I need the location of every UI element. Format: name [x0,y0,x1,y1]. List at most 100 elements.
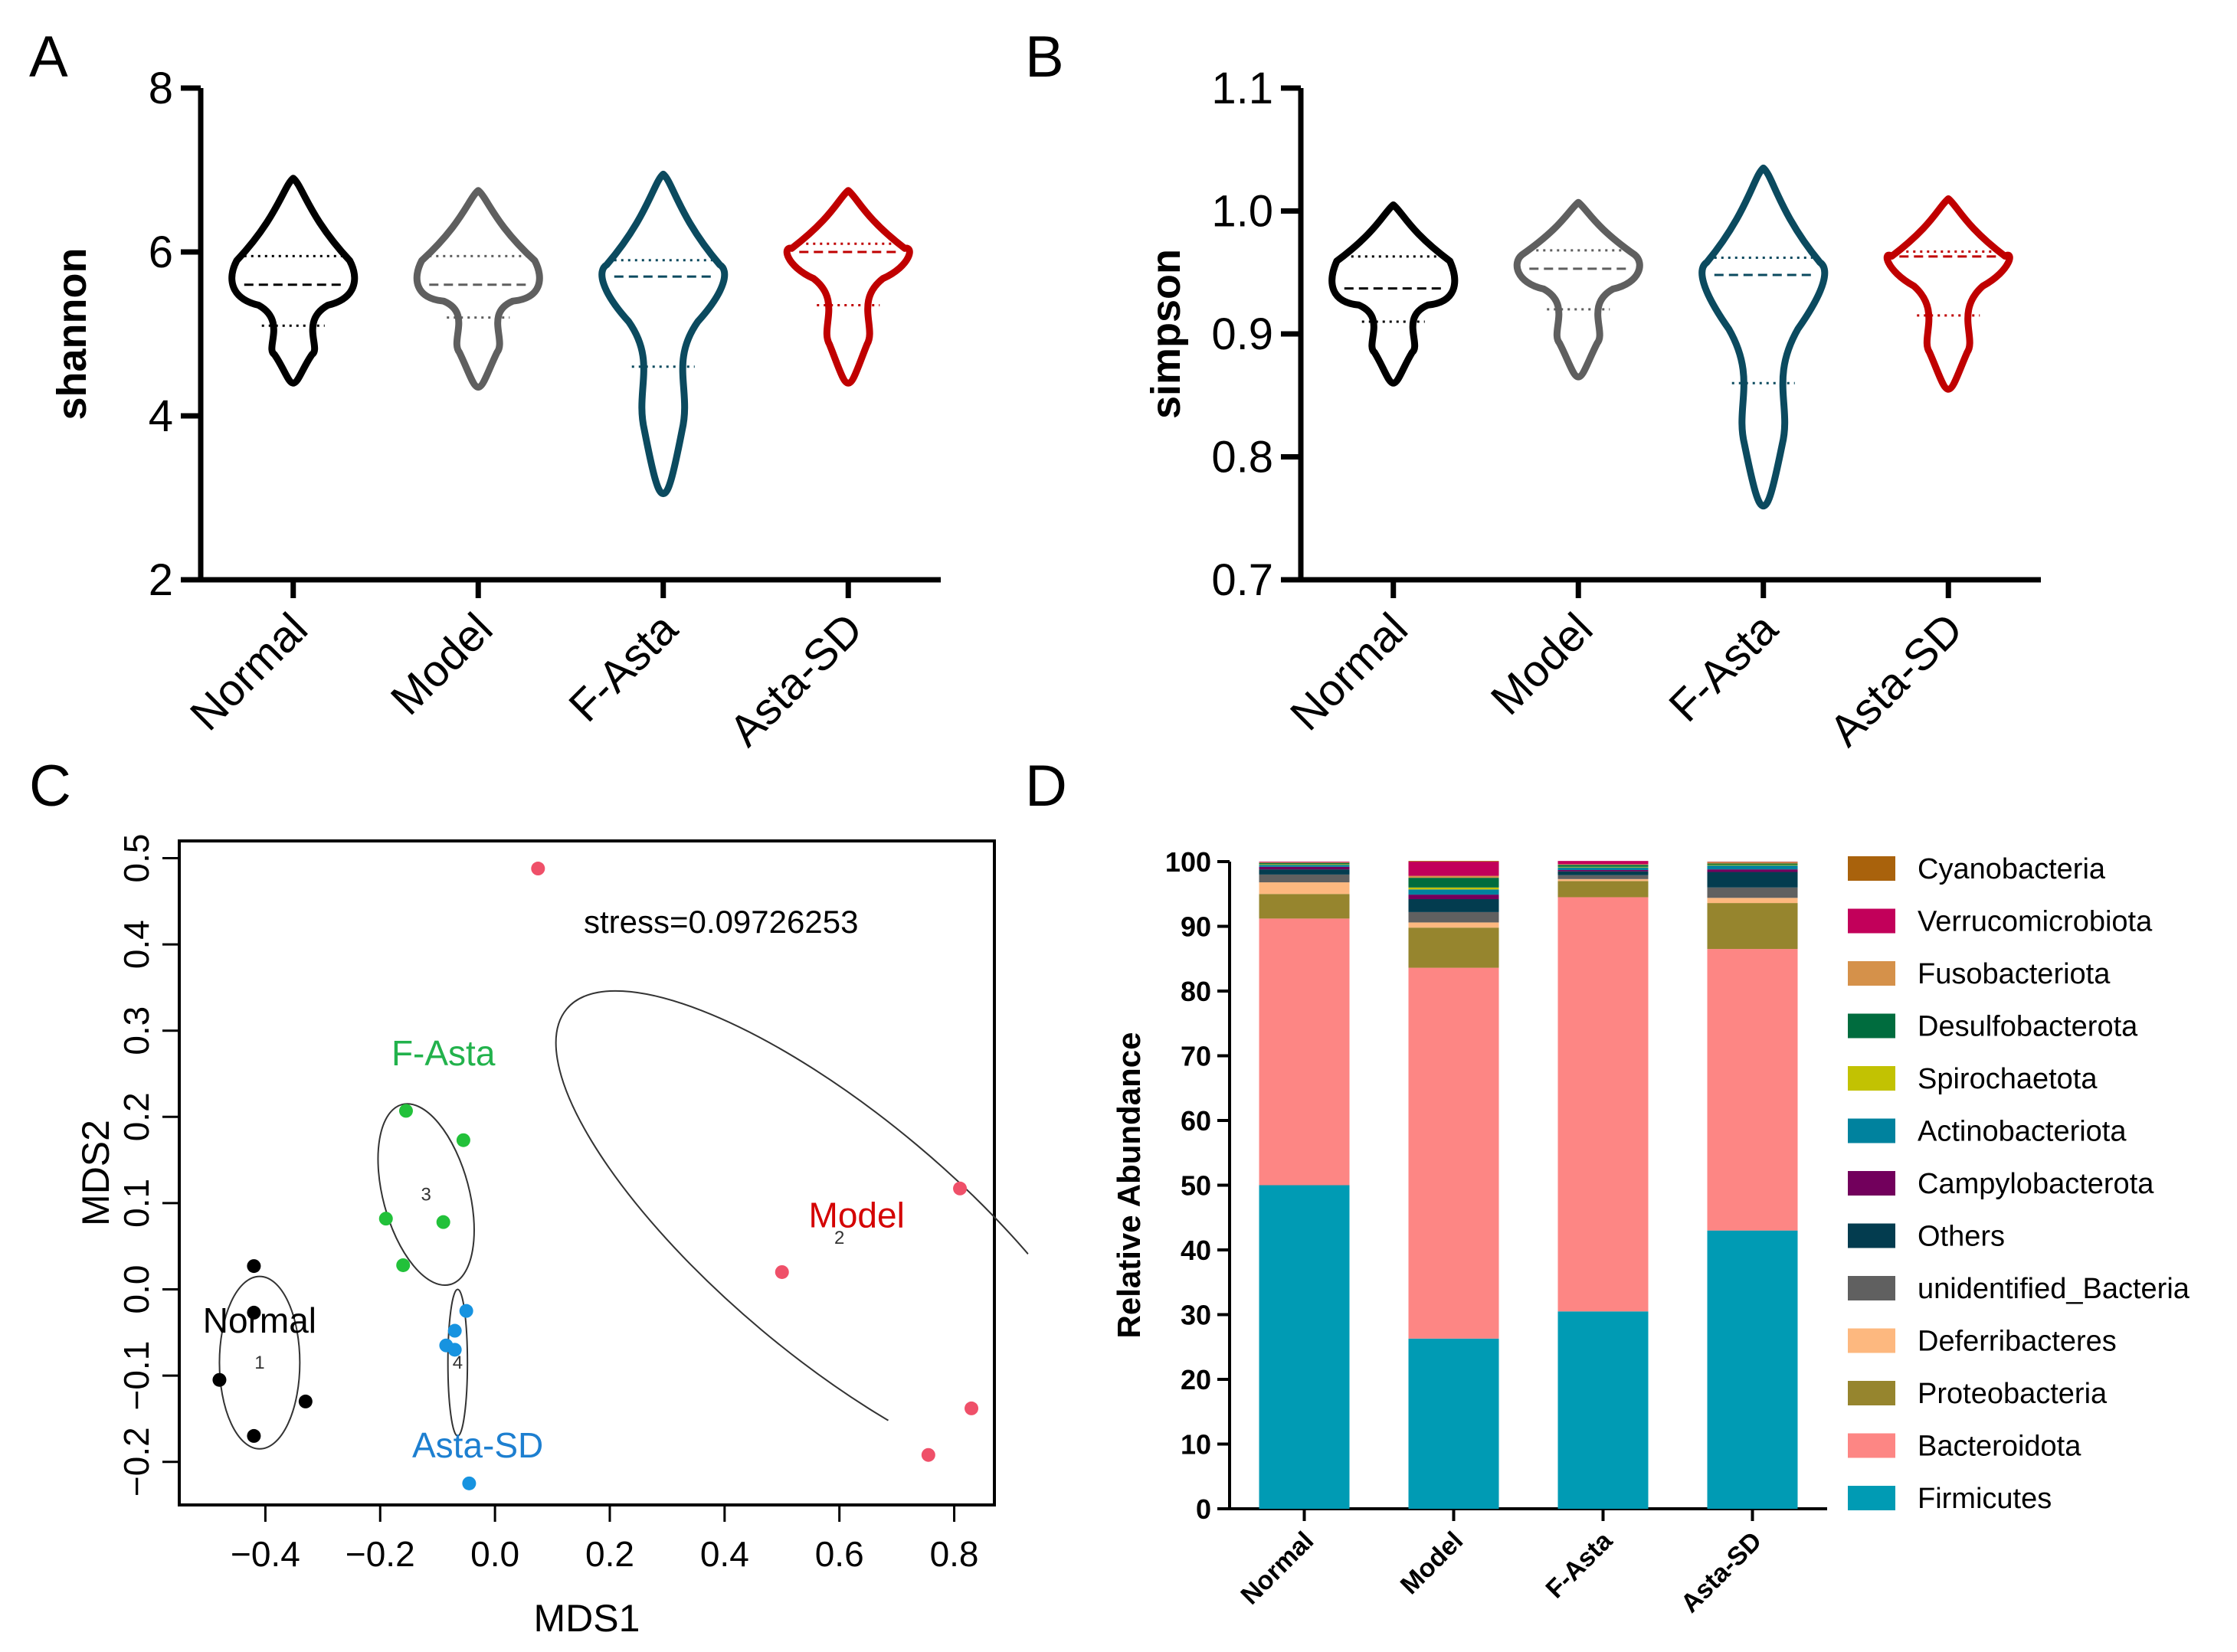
bar-segment-others-f-asta [1557,871,1649,875]
point-normal [247,1428,261,1443]
y-tick-label: 6 [149,227,173,277]
y-tick-label: 10 [1181,1429,1211,1461]
legend-label-firmicutes: Firmicutes [1918,1483,2052,1515]
y-tick-label: 1.1 [1211,64,1273,113]
legend-swatch-campylobacterota [1848,1171,1895,1196]
bar-segment-spirochaetota-normal [1259,864,1350,865]
point-model [775,1264,789,1279]
y-tick-label: 8 [149,64,173,113]
x-tick-label: 0.2 [585,1534,634,1574]
point-model [531,862,545,876]
x-tick-label: −0.4 [231,1534,300,1574]
violin-model [1513,198,1643,381]
bar-segment-desulfobacterota-f-asta [1557,865,1649,867]
y-tick-label: 30 [1181,1300,1211,1331]
point-f-asta [396,1258,411,1272]
bar-segment-campylobacterota-model [1408,895,1499,900]
x-tick-label: Normal [1235,1526,1319,1611]
y-tick-label: 0.5 [116,834,156,883]
bar-segment-firmicutes-normal [1259,1185,1350,1509]
point-model [953,1181,968,1196]
legend-swatch-deferribacteres [1848,1328,1895,1353]
legend-label-campylobacterota: Campylobacterota [1918,1168,2154,1200]
y-tick-label: 0.7 [1211,555,1273,605]
y-tick-label: 0.4 [116,920,156,969]
legend-swatch-cyanobacteria [1848,856,1895,881]
legend-label-unidentified-bacteria: unidentified_Bacteria [1918,1273,2190,1305]
bar-segment-others-asta-sd [1707,872,1798,888]
y-tick-label: 60 [1181,1105,1211,1137]
point-asta-sd [447,1323,462,1338]
y-tick-label: 0.3 [116,1006,156,1055]
panel-letter-b: B [1025,25,1064,90]
point-f-asta [378,1212,393,1226]
y-tick-label: 90 [1181,911,1211,943]
panel-letter-c: C [29,754,71,819]
group-label-model: Model [809,1195,905,1235]
y-tick-label: 70 [1181,1041,1211,1072]
group-label-normal: Normal [203,1300,316,1340]
group-id-f-asta: 3 [421,1185,431,1205]
y-tick-label: 0.9 [1211,309,1273,359]
ellipse-normal [218,1275,301,1450]
point-normal [247,1305,261,1320]
bar-segment-unidentified-bacteria-asta-sd [1707,887,1798,898]
point-f-asta [456,1133,470,1147]
stress-annotation: stress=0.09726253 [584,904,858,940]
bar-segment-deferribacteres-asta-sd [1707,898,1798,904]
bar-segment-deferribacteres-model [1408,922,1499,928]
y-tick-label: −0.1 [116,1341,156,1411]
x-tick-label: −0.2 [346,1534,415,1574]
legend-swatch-others [1848,1223,1895,1248]
bar-segment-actinobacteriota-asta-sd [1707,865,1798,870]
group-label-f-asta: F-Asta [391,1033,496,1073]
violin-f-asta [598,170,729,498]
bar-segment-bacteroidota-normal [1259,918,1350,1186]
legend-label-desulfobacterota: Desulfobacterota [1918,1011,2138,1043]
ellipse-f-asta [377,1103,475,1287]
panel-a-violin-chart: 2 4 6 8 shannon Normal Model F-Asta Asta-SD [49,64,941,756]
bar-segment-bacteroidota-f-asta [1557,897,1649,1312]
x-tick-label: F-Asta [1659,604,1787,731]
bar-segment-desulfobacterota-model [1408,878,1499,888]
y-tick-label: 0.0 [116,1265,156,1314]
legend-swatch-fusobacteriota [1848,961,1895,986]
bar-segment-proteobacteria-f-asta [1557,881,1649,898]
y-tick-label: 2 [149,555,173,605]
point-f-asta [398,1104,413,1118]
point-normal [298,1394,313,1408]
y-tick-label: 100 [1165,846,1211,878]
legend-label-proteobacteria: Proteobacteria [1918,1378,2108,1410]
bar-segment-others-normal [1259,869,1350,875]
bar-segment-firmicutes-model [1408,1338,1499,1509]
x-tick-label: Model [1482,604,1603,725]
bar-segment-deferribacteres-f-asta [1557,878,1649,882]
y-axis-title: Relative Abundance [1111,1032,1147,1339]
point-asta-sd [459,1304,473,1318]
bar-segment-cyanobacteria-model [1408,861,1499,862]
bar-segment-firmicutes-asta-sd [1707,1230,1798,1509]
x-tick-label: Asta-SD [1675,1526,1767,1618]
x-tick-label: Normal [1281,604,1417,740]
legend-swatch-bacteroidota [1848,1433,1895,1458]
point-asta-sd [447,1343,462,1357]
bar-segment-proteobacteria-asta-sd [1707,903,1798,950]
bar-segment-firmicutes-f-asta [1557,1311,1649,1509]
bar-segment-spirochaetota-model [1408,887,1499,890]
y-tick-label: 0.2 [116,1092,156,1141]
legend-label-others: Others [1918,1221,2005,1253]
point-model [965,1401,979,1415]
x-tick-label: Model [382,604,503,725]
y-axis-title: simpson [1143,249,1189,419]
bar-segment-verrucomicrobiota-f-asta [1557,861,1649,865]
bar-segment-verrucomicrobiota-model [1408,862,1499,876]
legend-swatch-proteobacteria [1848,1381,1895,1405]
x-tick-label: 0.4 [700,1534,749,1574]
bar-segment-unidentified-bacteria-model [1408,911,1499,923]
violin-f-asta [1698,164,1829,510]
panel-letter-d: D [1025,754,1067,819]
y-axis-title: shannon [49,248,95,420]
point-normal [247,1259,261,1274]
bar-segment-deferribacteres-normal [1259,882,1350,895]
